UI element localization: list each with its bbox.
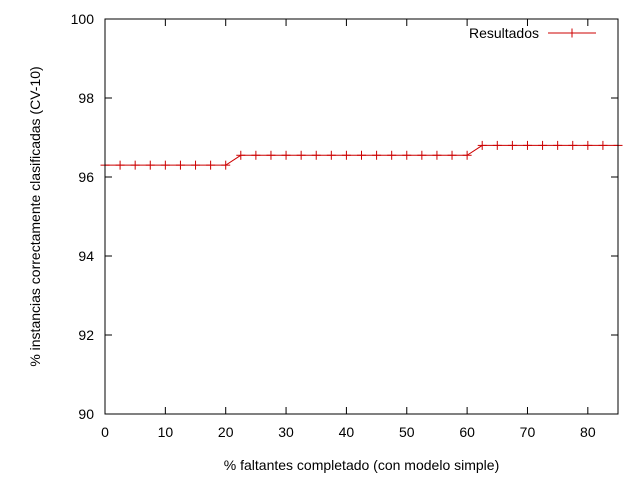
data-point — [206, 160, 216, 170]
data-point — [417, 150, 427, 160]
legend-label-resultados: Resultados — [469, 25, 539, 41]
data-point — [130, 160, 140, 170]
x-tick-label: 40 — [339, 424, 355, 440]
data-point — [236, 150, 246, 160]
y-tick-label: 90 — [78, 406, 94, 422]
data-point — [160, 160, 170, 170]
data-point — [387, 150, 397, 160]
x-tick-label: 0 — [101, 424, 109, 440]
data-point — [145, 160, 155, 170]
data-point — [568, 140, 578, 150]
data-point — [115, 160, 125, 170]
data-point — [583, 140, 593, 150]
x-axis-label: % faltantes completado (con modelo simpl… — [224, 457, 499, 473]
data-point — [598, 140, 608, 150]
x-tick-label: 30 — [278, 424, 294, 440]
legend: Resultados — [469, 25, 596, 41]
x-tick-label: 70 — [520, 424, 536, 440]
data-point — [311, 150, 321, 160]
data-point — [492, 140, 502, 150]
chart-marks — [100, 140, 623, 170]
data-point — [341, 150, 351, 160]
data-point — [477, 140, 487, 150]
data-point — [372, 150, 382, 160]
y-axis-label: % instancias correctamente clasificadas … — [27, 66, 43, 366]
data-point — [538, 140, 548, 150]
x-tick-label: 80 — [580, 424, 596, 440]
data-point — [175, 160, 185, 170]
data-point — [281, 150, 291, 160]
y-tick-label: 98 — [78, 90, 94, 106]
data-point — [221, 160, 231, 170]
data-point — [432, 150, 442, 160]
data-point — [402, 150, 412, 160]
data-point — [251, 150, 261, 160]
data-point — [462, 150, 472, 160]
y-tick-label: 100 — [71, 11, 95, 27]
data-point — [507, 140, 517, 150]
x-tick-label: 50 — [399, 424, 415, 440]
x-tick-label: 20 — [218, 424, 234, 440]
data-point — [447, 150, 457, 160]
y-tick-label: 94 — [78, 248, 94, 264]
plot-frame — [104, 18, 619, 415]
data-point — [266, 150, 276, 160]
data-point — [553, 140, 563, 150]
x-tick-label: 60 — [459, 424, 475, 440]
y-tick-label: 96 — [78, 169, 94, 185]
data-point — [191, 160, 201, 170]
y-tick-label: 92 — [78, 327, 94, 343]
x-axis-ticks: 0 10 20 30 40 50 60 70 80 — [101, 19, 596, 440]
data-point — [326, 150, 336, 160]
data-point — [522, 140, 532, 150]
data-point — [357, 150, 366, 160]
y-axis-ticks: 90 92 94 96 98 100 — [71, 11, 618, 422]
x-tick-label: 10 — [158, 424, 174, 440]
legend-marker-resultados — [567, 28, 577, 38]
data-point — [296, 150, 306, 160]
